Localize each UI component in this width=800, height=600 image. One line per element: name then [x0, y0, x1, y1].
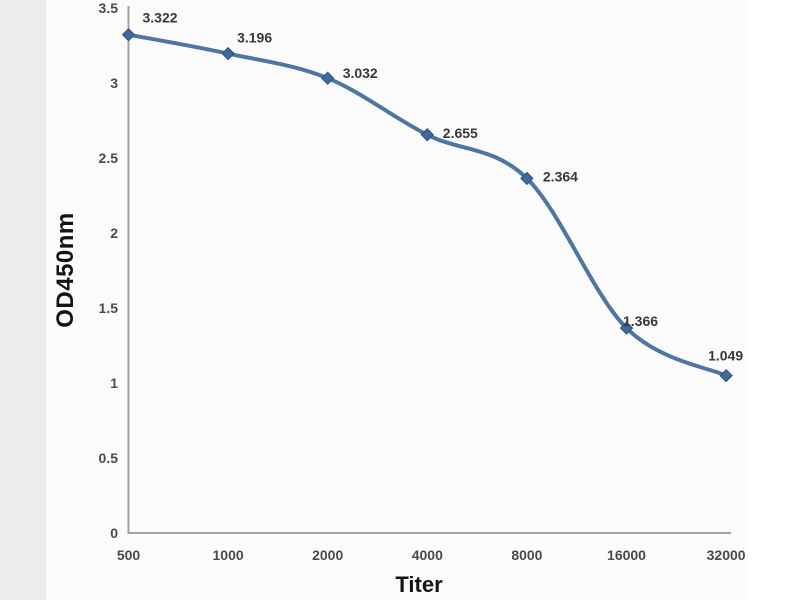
data-point-marker: [320, 71, 335, 85]
x-tick-label: 1000: [213, 547, 244, 563]
y-tick-label: 2: [110, 225, 118, 241]
data-point-marker: [221, 46, 235, 61]
data-point-label: 1.049: [708, 348, 743, 364]
x-tick-label: 8000: [511, 547, 542, 563]
data-point-label: 2.655: [443, 125, 478, 141]
x-tick-label: 16000: [607, 547, 646, 563]
data-point-label: 3.196: [237, 30, 272, 46]
y-tick-label: 3.5: [99, 0, 119, 16]
x-tick-label: 2000: [312, 547, 343, 563]
data-point-marker: [420, 128, 435, 142]
y-tick-label: 3: [110, 75, 118, 91]
x-tick-label: 500: [117, 547, 141, 563]
x-tick-label: 4000: [412, 547, 443, 563]
y-tick-label: 1: [110, 375, 118, 391]
data-point-marker: [121, 27, 136, 42]
data-point-label: 3.322: [143, 10, 178, 26]
right-margin-strip: [748, 0, 800, 600]
data-point-marker: [520, 171, 534, 186]
y-tick-label: 2.5: [99, 150, 119, 166]
left-margin-strip: [0, 0, 46, 600]
y-tick-label: 0: [110, 525, 118, 541]
y-axis-title: OD450nm: [52, 212, 79, 328]
data-point-marker: [619, 321, 634, 335]
x-axis-title: Titer: [395, 572, 443, 597]
y-tick-label: 0.5: [99, 450, 119, 466]
y-tick-label: 1.5: [99, 300, 119, 316]
data-point-label: 2.364: [543, 168, 578, 184]
data-point-label: 1.366: [623, 313, 658, 329]
data-point-label: 3.032: [343, 65, 378, 81]
x-tick-label: 32000: [707, 547, 746, 563]
data-point-marker: [719, 368, 733, 383]
